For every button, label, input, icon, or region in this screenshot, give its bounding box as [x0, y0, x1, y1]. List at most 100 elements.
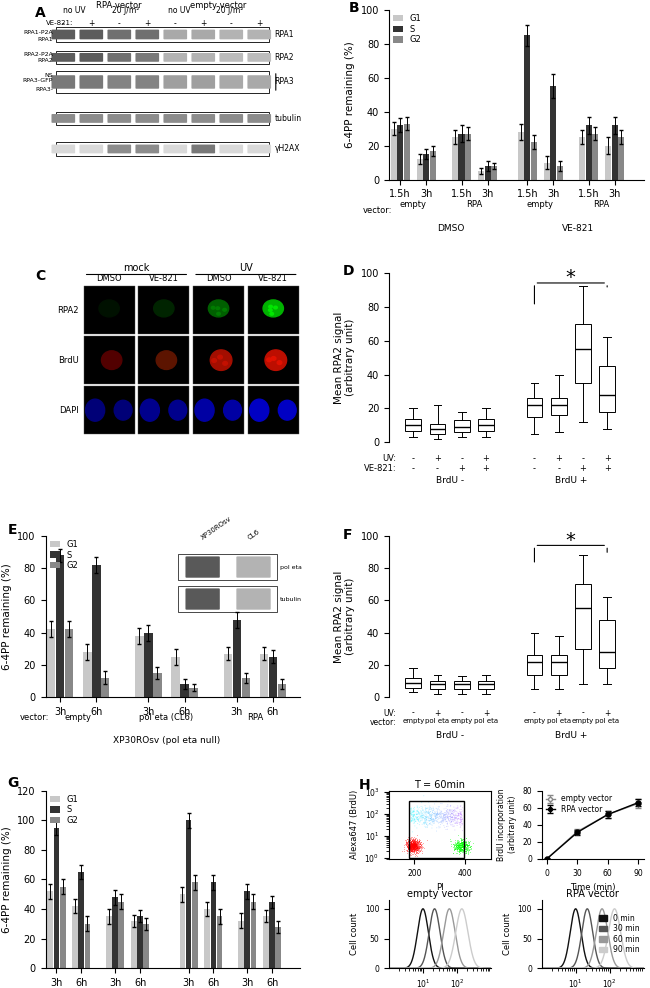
Point [452, 803, 462, 819]
Point [404, 836, 415, 852]
Point [460, 837, 470, 853]
Point [408, 835, 419, 851]
Point [424, 807, 434, 823]
Point [416, 804, 426, 820]
Bar [138, 336, 189, 384]
Point [407, 839, 417, 855]
Point [424, 802, 434, 818]
Point [450, 802, 460, 818]
Point [406, 837, 416, 853]
Point [404, 841, 415, 857]
Point [426, 806, 437, 822]
Point [450, 836, 460, 852]
Ellipse shape [223, 362, 227, 366]
Point [404, 839, 414, 855]
Point [428, 814, 438, 830]
Point [464, 834, 474, 850]
Point [405, 836, 415, 852]
Bar [131, 921, 137, 968]
Ellipse shape [270, 312, 274, 315]
Point [408, 804, 419, 820]
Point [406, 832, 417, 848]
Point [405, 840, 415, 856]
Point [404, 835, 414, 851]
Point [452, 818, 462, 834]
Point [420, 812, 430, 828]
Point [410, 837, 420, 853]
Point [457, 842, 467, 858]
Point [446, 817, 456, 833]
Point [402, 843, 412, 859]
Point [445, 831, 455, 847]
Point [406, 801, 416, 817]
Point [407, 838, 417, 854]
Point [451, 837, 462, 853]
Point [412, 811, 423, 827]
Text: RPA3: RPA3 [274, 77, 294, 87]
Point [447, 814, 457, 830]
Point [409, 836, 419, 852]
Bar [47, 891, 53, 968]
Point [410, 838, 421, 854]
Point [432, 813, 443, 829]
Point [432, 804, 442, 820]
Bar [269, 902, 275, 968]
Bar [56, 50, 270, 64]
Point [447, 806, 457, 822]
Point [423, 810, 434, 826]
Point [453, 811, 463, 827]
Ellipse shape [250, 399, 269, 421]
Point [428, 799, 438, 815]
Point [417, 845, 428, 861]
Bar [118, 902, 124, 968]
Point [443, 810, 453, 826]
Point [402, 844, 413, 860]
Point [407, 841, 417, 857]
Point [416, 835, 426, 851]
Point [406, 806, 417, 822]
Text: VE-821:: VE-821: [46, 21, 73, 27]
Bar [83, 652, 92, 698]
Point [410, 839, 421, 855]
Point [409, 831, 419, 847]
Point [468, 835, 478, 851]
Point [411, 837, 422, 853]
Point [454, 834, 464, 850]
Point [404, 843, 414, 859]
Text: UV:: UV: [384, 708, 396, 717]
FancyBboxPatch shape [220, 53, 243, 62]
Point [451, 838, 462, 854]
Point [454, 840, 465, 856]
Bar [204, 909, 210, 968]
Point [437, 795, 447, 811]
Point [452, 840, 463, 856]
Point [411, 838, 422, 854]
Point [433, 798, 443, 814]
Point [459, 833, 469, 849]
Point [460, 844, 470, 860]
Point [456, 833, 466, 849]
Point [400, 842, 411, 858]
Point [450, 837, 460, 853]
Bar [248, 336, 299, 384]
Point [436, 809, 447, 825]
Point [451, 814, 462, 830]
Point [447, 811, 457, 827]
Point [442, 816, 452, 832]
Point [415, 836, 425, 852]
Point [402, 836, 413, 852]
Point [401, 835, 411, 851]
Point [458, 835, 468, 851]
Bar [233, 619, 241, 698]
Point [407, 846, 417, 862]
Point [406, 836, 417, 852]
Point [405, 842, 415, 858]
Point [413, 839, 423, 855]
Point [464, 844, 474, 860]
Point [456, 842, 466, 858]
Point [452, 837, 463, 853]
Point [410, 846, 421, 862]
Point [462, 837, 473, 853]
Point [449, 837, 460, 853]
Point [408, 812, 419, 828]
